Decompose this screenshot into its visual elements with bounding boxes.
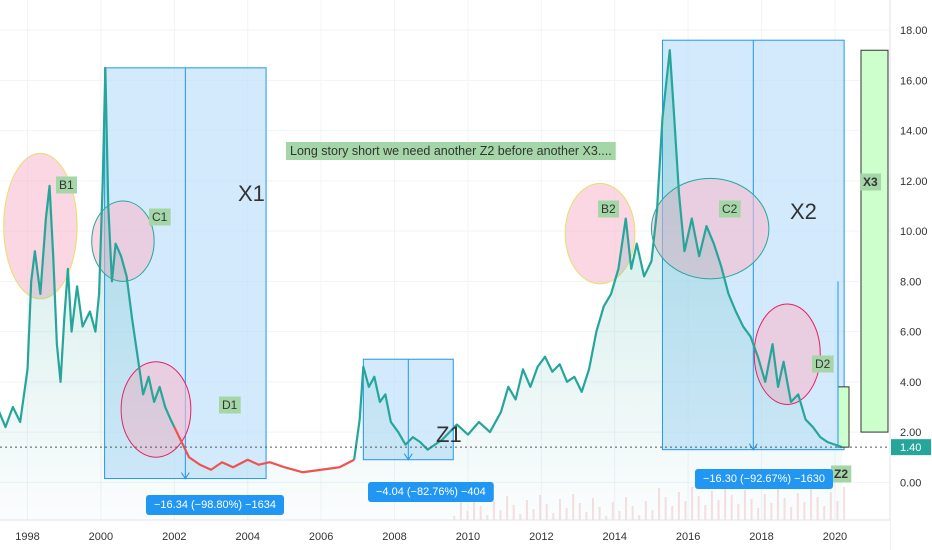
label-x2: X2 (790, 199, 817, 224)
svg-text:X2: X2 (790, 199, 817, 224)
measure-z1: −4.04 (−82.76%) −404 (368, 482, 494, 502)
y-axis: 0.00 2.00 4.00 6.00 8.00 10.00 12.00 14.00 16.00… (889, 0, 932, 550)
y-tick-label: 18.00 (900, 25, 928, 37)
x-tick-label: 2004 (235, 531, 259, 543)
y-tick-label: 2.00 (900, 427, 921, 439)
x3-box (860, 49, 889, 433)
y-tick-label: 12.00 (900, 176, 928, 188)
y-tick-label: 0.00 (900, 477, 921, 489)
label-x3: X3 (860, 173, 882, 191)
x-tick-label: 2002 (162, 531, 186, 543)
x-axis-bg (0, 520, 890, 550)
svg-text:X1: X1 (238, 181, 265, 206)
x-tick-label: 2008 (382, 531, 406, 543)
x-tick-label: 2006 (309, 531, 333, 543)
svg-text:−4.04 (−82.76%) −404: −4.04 (−82.76%) −404 (376, 486, 486, 498)
svg-text:B2: B2 (601, 202, 616, 216)
label-b2: B2 (598, 200, 620, 218)
price-series (0, 49, 843, 520)
svg-text:Long story short we need anoth: Long story short we need another Z2 befo… (290, 144, 612, 158)
y-tick-label: 14.00 (900, 126, 928, 138)
svg-text:Z1: Z1 (436, 422, 462, 447)
measure-x1: −16.34 (−98.80%) −1634 (146, 495, 285, 515)
x-tick-label: 1998 (15, 531, 39, 543)
x-tick-label: 2000 (89, 531, 113, 543)
svg-text:X3: X3 (863, 175, 878, 189)
label-x1: X1 (238, 181, 265, 206)
svg-text:−16.34 (−98.80%) −1634: −16.34 (−98.80%) −1634 (154, 499, 276, 511)
svg-text:Z2: Z2 (834, 467, 848, 481)
svg-text:C2: C2 (722, 202, 738, 216)
price-line (353, 49, 843, 460)
note-text: Long story short we need another Z2 befo… (286, 142, 616, 160)
y-tick-label: 16.00 (900, 75, 928, 87)
label-c1: C1 (149, 208, 171, 226)
svg-text:C1: C1 (152, 210, 168, 224)
y-axis-bg (890, 0, 932, 550)
x-tick-label: 2020 (823, 531, 847, 543)
price-area (0, 50, 843, 520)
price-line (173, 426, 355, 474)
price-line (0, 66, 176, 429)
svg-text:−16.30 (−92.67%) −1630: −16.30 (−92.67%) −1630 (703, 473, 825, 485)
y-tick-label: 8.00 (900, 276, 921, 288)
label-c2: C2 (719, 200, 741, 218)
volume-bar (843, 487, 846, 520)
y-tick-label: 6.00 (900, 327, 921, 339)
y-tick-label: 10.00 (900, 226, 928, 238)
label-z2: Z2 (831, 465, 852, 483)
x-tick-label: 2012 (529, 531, 553, 543)
label-b1: B1 (56, 176, 78, 194)
x-tick-label: 2010 (456, 531, 480, 543)
x-axis: 1998 2000 2002 2004 2006 2008 2010 2012 2014 2016… (0, 519, 890, 550)
svg-text:1.40: 1.40 (900, 442, 921, 454)
svg-text:B1: B1 (59, 178, 74, 192)
overlays: B1 C1 D1 X1 Z1 B2 C2 D2 X2 X3 Z2 Long story short w… (0, 142, 890, 515)
y-tick-label: 4.00 (900, 377, 921, 389)
label-z1: Z1 (436, 422, 462, 447)
x-tick-label: 2014 (603, 531, 627, 543)
svg-text:D1: D1 (222, 398, 238, 412)
svg-text:D2: D2 (815, 357, 831, 371)
b1-circle (3, 152, 78, 300)
measure-x2: −16.30 (−92.67%) −1630 (695, 469, 834, 489)
label-d2: D2 (812, 355, 834, 373)
label-d1: D1 (219, 396, 241, 414)
x-tick-label: 2018 (749, 531, 773, 543)
last-price-badge: 1.40 (891, 439, 931, 456)
z2-box (837, 386, 850, 448)
x-tick-label: 2016 (676, 531, 700, 543)
